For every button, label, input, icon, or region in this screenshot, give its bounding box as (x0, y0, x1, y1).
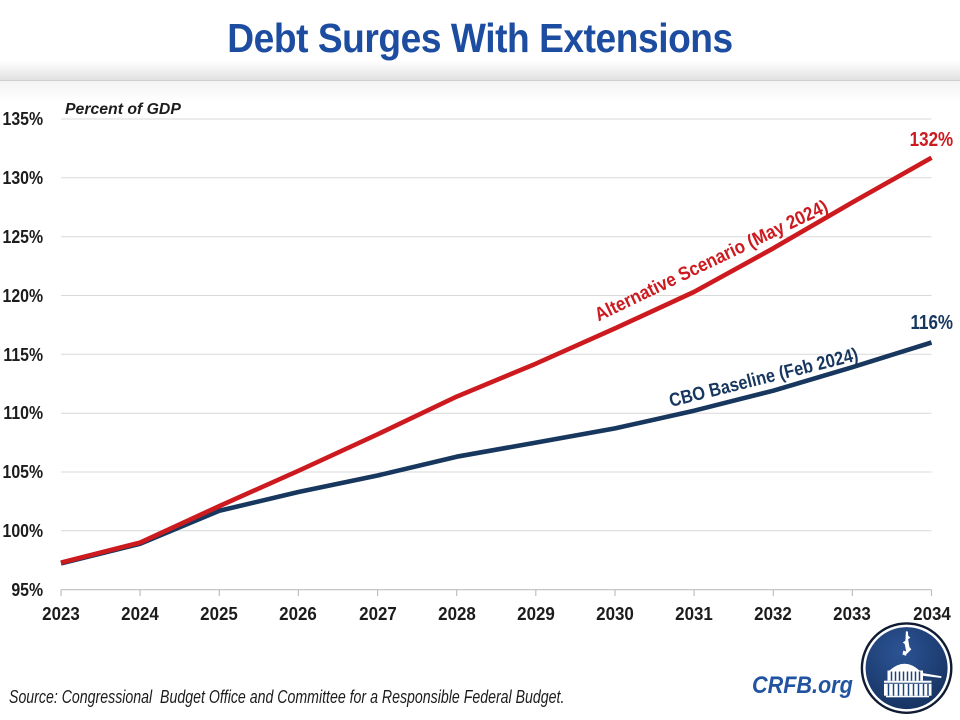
svg-text:Alternative Scenario (May 2024: Alternative Scenario (May 2024) (592, 196, 832, 326)
